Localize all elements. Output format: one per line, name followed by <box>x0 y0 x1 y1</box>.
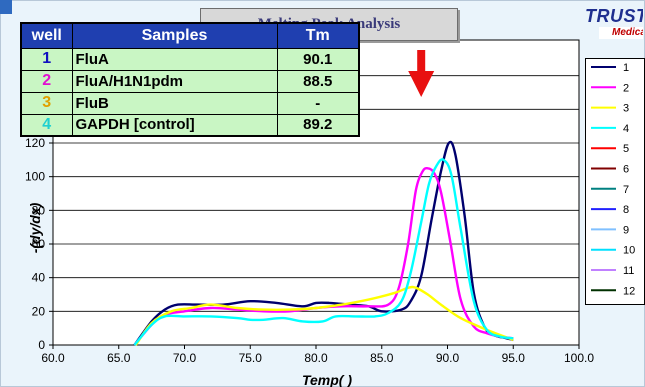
y-axis-label: -(dy/dx) <box>27 202 43 253</box>
legend-label: 4 <box>623 123 629 135</box>
y-tick-label: 20 <box>32 304 46 318</box>
tm-value: 88.5 <box>276 69 360 93</box>
legend-label: 2 <box>623 82 629 94</box>
y-tick-label: 40 <box>32 271 46 285</box>
legend-label: 1 <box>623 62 629 74</box>
y-axis-ticks: 0 20 40 60 80 100 120 <box>25 136 53 352</box>
well-number: 2 <box>20 69 73 93</box>
legend-label: 6 <box>623 164 629 176</box>
brand-logo: TRUST Medica <box>585 6 643 40</box>
y-tick-label: 120 <box>25 136 45 150</box>
arrow-head <box>408 71 435 97</box>
table-row: 4 GAPDH [control] 89.2 <box>20 113 360 137</box>
sample-name: FluA <box>71 47 278 71</box>
arrow-shaft <box>417 50 426 72</box>
well-number: 4 <box>20 113 73 137</box>
y-tick-label: 80 <box>32 203 46 217</box>
sample-name: FluB <box>71 91 278 115</box>
x-axis-label: Temp( ) <box>302 372 352 387</box>
sample-name: GAPDH [control] <box>71 113 278 137</box>
x-tick-label: 90.0 <box>436 351 460 365</box>
x-tick-label: 60.0 <box>41 351 65 365</box>
series-line-4 <box>133 158 514 346</box>
peak-arrow-icon <box>408 50 435 97</box>
sample-name: FluA/H1N1pdm <box>71 69 278 93</box>
x-tick-label: 75.0 <box>239 351 263 365</box>
x-tick-label: 80.0 <box>304 351 328 365</box>
well-number: 1 <box>20 47 73 71</box>
tm-value: 89.2 <box>276 113 360 137</box>
x-tick-label: 100.0 <box>564 351 594 365</box>
legend-label: 7 <box>623 184 629 196</box>
y-tick-label: 100 <box>25 170 45 184</box>
y-tick-label: 0 <box>38 338 45 352</box>
table-row: 1 FluA 90.1 <box>20 47 360 71</box>
legend: 1 2 3 4 5 6 7 8 9 10 11 12 <box>585 58 645 305</box>
tm-table: well Samples Tm 1 FluA 90.1 2 FluA/H1N1p… <box>20 22 360 137</box>
tm-value: 90.1 <box>276 47 360 71</box>
legend-label: 12 <box>623 285 635 297</box>
table-row: 2 FluA/H1N1pdm 88.5 <box>20 69 360 93</box>
header-samples: Samples <box>71 22 278 49</box>
legend-label: 11 <box>623 265 634 277</box>
series-line-2 <box>133 166 514 346</box>
x-tick-label: 70.0 <box>173 351 197 365</box>
legend-label: 10 <box>623 245 635 257</box>
legend-label: 8 <box>623 204 629 216</box>
y-tick-label: 60 <box>32 237 46 251</box>
x-tick-label: 95.0 <box>502 351 526 365</box>
x-tick-label: 65.0 <box>107 351 131 365</box>
series-line-3 <box>134 285 514 346</box>
x-axis-ticks: 60.0 65.0 70.0 75.0 80.0 85.0 90.0 95.0 100.0 <box>41 345 594 365</box>
header-well: well <box>20 22 73 49</box>
legend-label: 5 <box>623 143 629 155</box>
x-tick-label: 85.0 <box>370 351 394 365</box>
header-tm: Tm <box>276 22 360 49</box>
tm-value: - <box>276 91 360 115</box>
corner-tab <box>0 0 12 14</box>
legend-label: 3 <box>623 103 629 115</box>
logo-sub-text: Medica <box>599 27 643 39</box>
well-number: 3 <box>20 91 73 115</box>
logo-main-text: TRUST <box>585 6 643 26</box>
series-lines <box>133 140 514 346</box>
legend-label: 9 <box>623 224 629 236</box>
table-header-row: well Samples Tm <box>20 22 360 49</box>
table-row: 3 FluB - <box>20 91 360 115</box>
gridlines <box>53 75 579 346</box>
